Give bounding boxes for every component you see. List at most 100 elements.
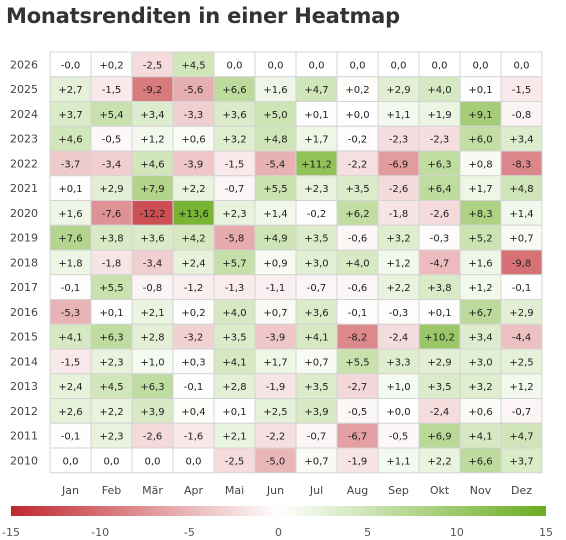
- heatmap-cell: [254, 274, 297, 300]
- heatmap-cell: [418, 51, 461, 78]
- heatmap-cell: [377, 422, 420, 449]
- scale-tick-label: 15: [539, 526, 553, 539]
- cell-value-label: +6,6: [468, 456, 492, 467]
- cell-value-label: +0,2: [345, 85, 369, 96]
- cell-value-label: +0,1: [304, 110, 328, 121]
- cell-value-label: +3,5: [304, 382, 328, 393]
- month-label: Mai: [225, 484, 244, 497]
- cell-value-label: -3,3: [184, 110, 204, 121]
- cell-value-label: +1,6: [468, 258, 492, 269]
- cell-value-label: +11,2: [301, 159, 332, 170]
- cell-value-label: +3,7: [58, 110, 82, 121]
- cell-value-label: +3,2: [386, 234, 410, 245]
- cell-value-label: 0,0: [350, 60, 366, 71]
- cell-value-label: -8,3: [512, 159, 532, 170]
- heatmap-cell: [459, 447, 502, 474]
- heatmap-cell: [131, 125, 174, 152]
- heatmap-cell: [213, 348, 256, 375]
- cell-value-label: +1,2: [468, 283, 492, 294]
- cell-value-label: +3,0: [304, 258, 328, 269]
- cell-value-label: +3,4: [140, 110, 164, 121]
- cell-value-label: -7,6: [102, 209, 122, 220]
- heatmap-cell: [295, 125, 338, 152]
- cell-value-label: +3,4: [509, 135, 533, 146]
- cell-value-label: +2,8: [222, 382, 246, 393]
- scale-tick-label: 5: [364, 526, 371, 539]
- heatmap-cell: [90, 249, 133, 276]
- cell-value-label: +5,5: [263, 184, 287, 195]
- cell-value-label: -3,4: [143, 258, 163, 269]
- heatmap-cell: [418, 447, 461, 474]
- cell-value-label: +3,4: [468, 333, 492, 344]
- heatmap-cell: [131, 299, 174, 325]
- cell-value-label: +2,2: [427, 456, 451, 467]
- month-label: Jan: [61, 484, 79, 497]
- heatmap-cell: [213, 422, 256, 449]
- cell-value-label: +1,2: [386, 258, 410, 269]
- cell-value-label: -3,7: [61, 159, 81, 170]
- month-label: Nov: [470, 484, 492, 497]
- heatmap-cell: [131, 76, 174, 102]
- cell-value-label: +2,3: [222, 209, 246, 220]
- cell-value-label: -2,7: [348, 382, 368, 393]
- cell-value-label: -0,1: [512, 283, 532, 294]
- cell-value-label: -2,3: [430, 135, 450, 146]
- heatmap-cell: [459, 373, 502, 399]
- heatmap-cell: [336, 299, 379, 325]
- cell-value-label: +4,1: [304, 333, 328, 344]
- cell-value-label: +7,9: [140, 184, 164, 195]
- cell-value-label: +6,9: [427, 432, 451, 443]
- cell-value-label: -4,7: [430, 258, 450, 269]
- cell-value-label: -0,1: [348, 308, 368, 319]
- cell-value-label: -0,1: [184, 382, 204, 393]
- heatmap-cell: [213, 125, 256, 152]
- heatmap-cell: [49, 51, 92, 78]
- heatmap-cell: [418, 422, 461, 449]
- cell-value-label: +1,6: [58, 209, 82, 220]
- heatmap-cell: [295, 200, 338, 226]
- cell-value-label: +3,5: [222, 333, 246, 344]
- scale-tick-label: -10: [91, 526, 109, 539]
- cell-value-label: -0,8: [143, 283, 163, 294]
- heatmap-cell: [336, 150, 379, 177]
- cell-value-label: +1,0: [386, 382, 410, 393]
- heatmap-cell: [131, 51, 174, 78]
- heatmap-cell: [295, 249, 338, 276]
- cell-value-label: +4,9: [263, 234, 287, 245]
- cell-value-label: -1,8: [102, 258, 122, 269]
- cell-value-label: -1,5: [61, 357, 81, 368]
- cell-value-label: +3,2: [468, 382, 492, 393]
- cell-value-label: +5,7: [222, 258, 246, 269]
- month-label: Mär: [142, 484, 163, 497]
- heatmap-cell: [131, 224, 174, 251]
- heatmap-cell: [49, 150, 92, 177]
- cell-value-label: -0,7: [225, 184, 245, 195]
- heatmap-cell: [459, 323, 502, 350]
- cell-value-label: -1,6: [184, 432, 204, 443]
- cell-value-label: -6,7: [348, 432, 368, 443]
- heatmap-cell: [49, 224, 92, 251]
- cell-value-label: +3,7: [509, 456, 533, 467]
- cell-value-label: +0,7: [263, 308, 287, 319]
- cell-value-label: +4,0: [345, 258, 369, 269]
- year-label: 2022: [10, 157, 38, 170]
- cell-value-label: +3,5: [304, 234, 328, 245]
- cell-value-label: +7,6: [58, 234, 82, 245]
- cell-value-label: +0,8: [468, 159, 492, 170]
- heatmap-cell: [213, 323, 256, 350]
- cell-value-label: -0,2: [307, 209, 327, 220]
- cell-value-label: -1,5: [225, 159, 245, 170]
- cell-value-label: 0,0: [473, 60, 489, 71]
- cell-value-label: +1,4: [509, 209, 533, 220]
- heatmap-cell: [49, 76, 92, 102]
- heatmap-cell: [90, 348, 133, 375]
- heatmap-cell: [131, 447, 174, 474]
- cell-value-label: +0,1: [58, 184, 82, 195]
- heatmap-cell: [500, 76, 543, 102]
- color-scale-ticks: -15 -10 -5 0 5 10 15: [2, 526, 553, 539]
- cell-value-label: -6,9: [389, 159, 409, 170]
- heatmap-cell: [254, 200, 297, 226]
- heatmap-cell: [500, 175, 543, 201]
- cell-value-label: +2,7: [58, 85, 82, 96]
- cell-value-label: +5,5: [345, 357, 369, 368]
